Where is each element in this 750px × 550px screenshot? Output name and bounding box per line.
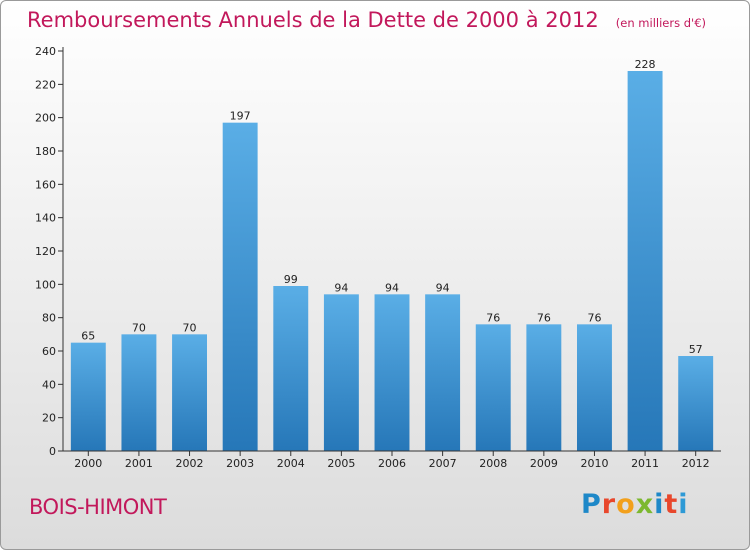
- bar-2004: [273, 286, 309, 451]
- logo-letter: x: [635, 489, 655, 520]
- y-axis: 0 20 40 60 80 100 120 140 160 180 200 220 240: [35, 45, 64, 458]
- logo-letter: i: [654, 489, 665, 520]
- y-tick-label: 20: [42, 412, 56, 425]
- bar-2006: [374, 294, 410, 451]
- commune-name: BOIS-HIMONT: [29, 495, 167, 519]
- y-tick-label: 240: [35, 45, 56, 58]
- logo-letter: t: [664, 489, 679, 520]
- bar-2009: [526, 324, 562, 451]
- logo-letter: o: [616, 489, 636, 520]
- data-label-2012: 57: [689, 343, 703, 356]
- y-tick-label: 100: [35, 278, 56, 291]
- y-tick-label: 80: [42, 312, 56, 325]
- x-tick-label-2009: 2009: [530, 457, 558, 470]
- data-label-2009: 76: [537, 311, 551, 324]
- x-tick-label-2004: 2004: [277, 457, 305, 470]
- bar-2003: [222, 122, 258, 452]
- data-label-2004: 99: [284, 273, 298, 286]
- data-label-2011: 228: [635, 58, 656, 71]
- y-tick-label: 0: [49, 445, 56, 458]
- y-tick-label: 220: [35, 78, 56, 91]
- proxiti-logo[interactable]: Proxiti: [581, 489, 689, 520]
- bar-2002: [172, 334, 208, 451]
- data-label-2003: 197: [230, 110, 251, 123]
- x-tick-label-2003: 2003: [226, 457, 254, 470]
- x-tick-label-2001: 2001: [125, 457, 153, 470]
- bars: 65 70 70 197 99 94 94 94 76 76 76 228 57: [70, 58, 714, 452]
- y-tick-label: 160: [35, 178, 56, 191]
- x-tick-label-2008: 2008: [479, 457, 507, 470]
- bar-2005: [323, 294, 359, 451]
- data-label-2001: 70: [132, 321, 146, 334]
- data-label-2010: 76: [587, 311, 601, 324]
- data-label-2008: 76: [486, 311, 500, 324]
- bar-2010: [576, 324, 612, 451]
- data-label-2005: 94: [334, 281, 348, 294]
- x-tick-label-2011: 2011: [631, 457, 659, 470]
- bar-2007: [425, 294, 461, 451]
- x-tick-label-2005: 2005: [327, 457, 355, 470]
- y-tick-label: 60: [42, 345, 56, 358]
- bar-2000: [70, 342, 106, 451]
- chart-title: Remboursements Annuels de la Dette de 20…: [27, 8, 599, 32]
- data-label-2006: 94: [385, 281, 399, 294]
- bar-2011: [627, 71, 663, 451]
- bar-2012: [678, 356, 714, 451]
- logo-letter: i: [678, 489, 689, 520]
- data-label-2007: 94: [436, 281, 450, 294]
- bar-2008: [475, 324, 511, 451]
- x-tick-label-2006: 2006: [378, 457, 406, 470]
- data-label-2002: 70: [183, 321, 197, 334]
- y-tick-label: 40: [42, 378, 56, 391]
- data-label-2000: 65: [81, 330, 95, 343]
- logo-letter: P: [581, 489, 602, 520]
- x-tick-label-2012: 2012: [682, 457, 710, 470]
- y-tick-label: 120: [35, 245, 56, 258]
- x-tick-label-2007: 2007: [429, 457, 457, 470]
- title-row: Remboursements Annuels de la Dette de 20…: [27, 8, 706, 32]
- x-tick-label-2002: 2002: [176, 457, 204, 470]
- y-tick-label: 140: [35, 212, 56, 225]
- x-tick-label-2000: 2000: [74, 457, 102, 470]
- bar-2001: [121, 334, 157, 451]
- chart-unit-note: (en milliers d'€): [615, 16, 706, 30]
- y-tick-label: 200: [35, 112, 56, 125]
- x-tick-label-2010: 2010: [580, 457, 608, 470]
- x-axis: 2000 2001 2002 2003 2004 2005 2006 2007 2008 2009…: [63, 450, 721, 470]
- logo-letter: r: [601, 489, 617, 520]
- y-tick-label: 180: [35, 145, 56, 158]
